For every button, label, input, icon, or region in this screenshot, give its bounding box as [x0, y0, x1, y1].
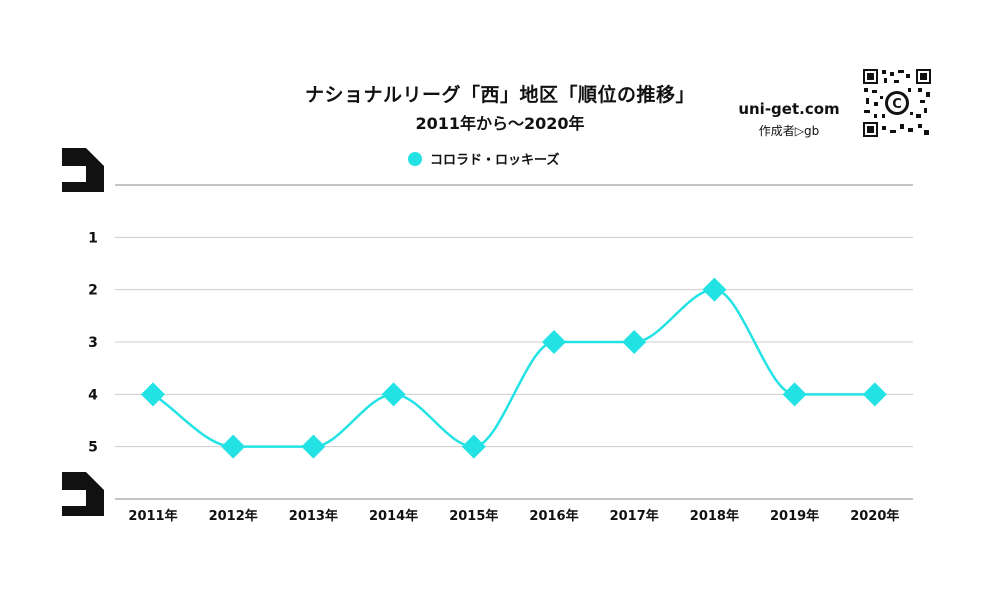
- legend-label: コロラド・ロッキーズ: [430, 153, 560, 168]
- x-tick-label: 2013年: [289, 508, 338, 524]
- data-point[interactable]: [381, 382, 406, 407]
- x-tick-label: 2012年: [209, 508, 258, 524]
- x-tick-label: 2015年: [449, 508, 498, 524]
- data-point[interactable]: [702, 277, 727, 302]
- x-tick-label: 2020年: [850, 508, 899, 524]
- data-point[interactable]: [301, 434, 326, 459]
- data-point[interactable]: [141, 382, 165, 407]
- site-url[interactable]: uni-get.com: [738, 100, 840, 118]
- y-tick-label: 4: [88, 387, 98, 403]
- site-author: 作成者▷gb: [758, 124, 820, 138]
- legend-swatch: [408, 151, 422, 166]
- svg-text:C: C: [892, 97, 902, 112]
- data-point[interactable]: [461, 434, 486, 459]
- y-tick-label: 1: [88, 230, 98, 246]
- site-credit: uni-get.com 作成者▷gb: [728, 100, 850, 139]
- chart-title: ナショナルリーグ「西」地区「順位の推移」: [304, 84, 695, 106]
- data-point[interactable]: [782, 382, 807, 407]
- x-tick-label: 2019年: [770, 508, 819, 524]
- y-tick-label: 2: [88, 283, 98, 299]
- y-tick-label: 5: [88, 440, 98, 456]
- chart-subtitle: 2011年から～2020年: [415, 114, 585, 133]
- x-tick-label: 2018年: [690, 508, 739, 524]
- x-tick-label: 2014年: [369, 508, 418, 524]
- x-tick-label: 2016年: [529, 508, 578, 524]
- legend: コロラド・ロッキーズ: [408, 149, 559, 168]
- data-point[interactable]: [542, 330, 566, 354]
- x-tick-label: 2017年: [610, 508, 659, 524]
- data-point[interactable]: [221, 434, 246, 459]
- corner-bracket-icon: [62, 472, 104, 516]
- x-tick-label: 2011年: [128, 508, 177, 524]
- corner-bracket-icon: [62, 148, 104, 192]
- series-line: [152, 288, 875, 448]
- data-point[interactable]: [622, 330, 647, 354]
- data-point[interactable]: [862, 382, 887, 407]
- y-tick-label: 3: [88, 335, 98, 351]
- qr-code-icon: C: [862, 68, 932, 138]
- title-block: ナショナルリーグ「西」地区「順位の推移」 2011年から～2020年: [240, 80, 760, 134]
